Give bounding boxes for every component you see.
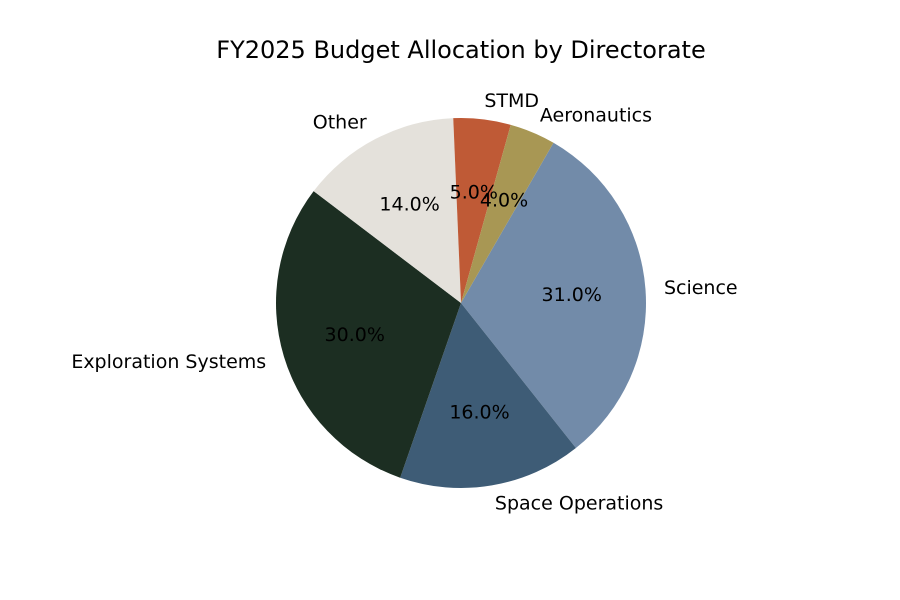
pie-slice-space-operations — [400, 303, 576, 488]
slice-pct-science: 31.0% — [542, 284, 602, 306]
pie-slice-aeronautics — [461, 124, 554, 303]
slice-pct-stmd: 5.0% — [450, 182, 498, 204]
slice-label-other: Other — [313, 112, 367, 134]
pie-slices — [275, 118, 646, 488]
slice-pct-space-operations: 16.0% — [449, 401, 509, 423]
slice-label-space-operations: Space Operations — [495, 493, 663, 515]
slice-pct-other: 14.0% — [379, 194, 439, 216]
slice-pct-aeronautics: 4.0% — [480, 190, 528, 212]
pie-labels: Science 31.0% Space Operations 16.0% Explora… — [71, 90, 737, 515]
pie-slice-other — [313, 118, 461, 303]
chart-title: FY2025 Budget Allocation by Directorate — [216, 36, 705, 64]
slice-label-stmd: STMD — [484, 90, 539, 112]
pie-slice-science — [461, 142, 646, 448]
slice-label-aeronautics: Aeronautics — [540, 104, 652, 126]
slice-label-exploration-systems: Exploration Systems — [71, 351, 266, 373]
pie-slice-exploration-systems — [275, 191, 461, 478]
pie-slice-stmd — [453, 118, 511, 303]
slice-pct-exploration-systems: 30.0% — [325, 324, 385, 346]
slice-label-science: Science — [664, 277, 738, 299]
